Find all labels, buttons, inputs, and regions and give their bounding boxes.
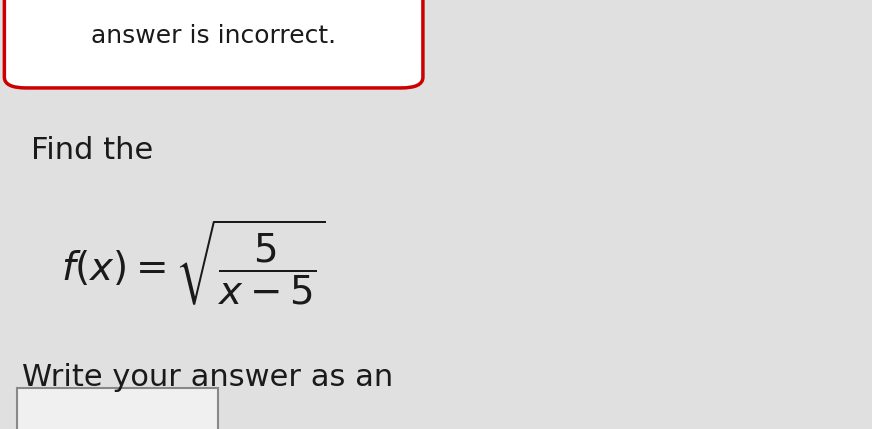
FancyBboxPatch shape bbox=[4, 0, 423, 88]
Text: answer is incorrect.: answer is incorrect. bbox=[91, 24, 337, 48]
Text: $f(x) = \sqrt{\dfrac{5}{x-5}}$: $f(x) = \sqrt{\dfrac{5}{x-5}}$ bbox=[61, 217, 326, 307]
Text: Write your answer as an: Write your answer as an bbox=[22, 363, 403, 392]
Text: Find the: Find the bbox=[31, 136, 162, 165]
FancyBboxPatch shape bbox=[17, 388, 218, 429]
